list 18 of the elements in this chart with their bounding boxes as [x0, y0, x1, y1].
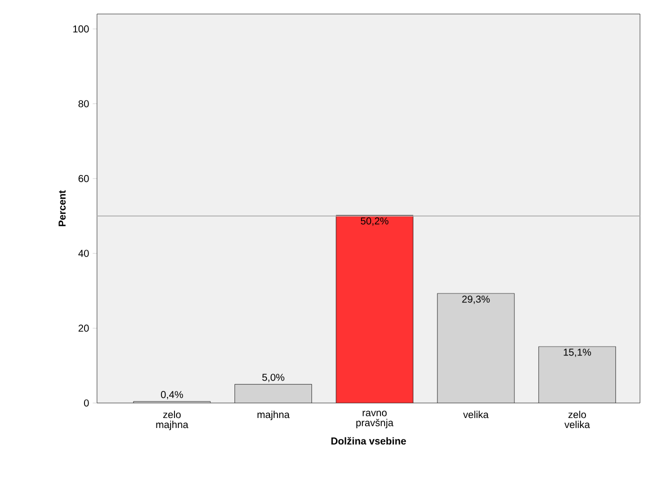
- x-tick-label: velika: [463, 410, 489, 418]
- data-label: 5,0%: [262, 374, 284, 382]
- data-label: 0,4%: [160, 391, 184, 400]
- y-tick-label: 20: [78, 324, 89, 332]
- x-tick-label: zelo velika: [564, 410, 590, 428]
- data-label: 50,2%: [360, 217, 388, 226]
- data-label: 15,1%: [564, 348, 592, 357]
- y-tick-label: 100: [73, 25, 89, 32]
- y-tick-label: 60: [78, 175, 89, 182]
- data-label: 29,3%: [462, 296, 490, 304]
- x-tick-label: ravno pravšnja: [356, 410, 394, 428]
- x-axis-title: Dolžina vsebine: [331, 436, 406, 445]
- y-tick-label: 0: [84, 399, 89, 407]
- y-tick-label: 40: [78, 250, 89, 257]
- y-axis-title: Percent: [58, 190, 66, 226]
- x-tick-label: zelo majhna: [156, 410, 188, 430]
- y-tick-label: 80: [78, 100, 89, 108]
- x-tick-label: majhna: [258, 410, 290, 420]
